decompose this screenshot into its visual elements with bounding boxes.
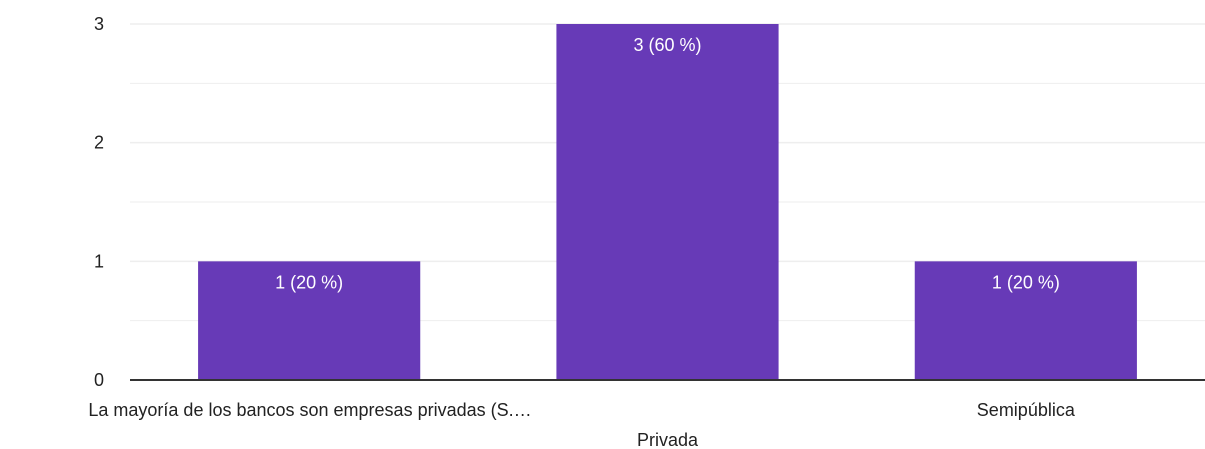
y-tick-label: 2 [94, 133, 104, 153]
bars [198, 24, 1137, 380]
bar-value-label: 1 (20 %) [992, 272, 1060, 292]
bar [914, 261, 1137, 380]
y-tick-label: 3 [94, 14, 104, 34]
x-category-label: Privada [637, 430, 699, 449]
x-category-label: Semipública [977, 400, 1076, 420]
bar-value-label: 1 (20 %) [275, 272, 343, 292]
y-tick-label: 0 [94, 370, 104, 390]
category-labels: La mayoría de los bancos son empresas pr… [88, 400, 1075, 449]
y-tick-label: 1 [94, 251, 104, 271]
x-category-label: La mayoría de los bancos son empresas pr… [88, 400, 531, 420]
data-labels: 1 (20 %) 3 (60 %) 1 (20 %) [275, 35, 1060, 292]
bar [198, 261, 421, 380]
bar [556, 24, 779, 380]
y-axis-ticks: 0 1 2 3 [94, 14, 104, 390]
bar-value-label: 3 (60 %) [633, 35, 701, 55]
